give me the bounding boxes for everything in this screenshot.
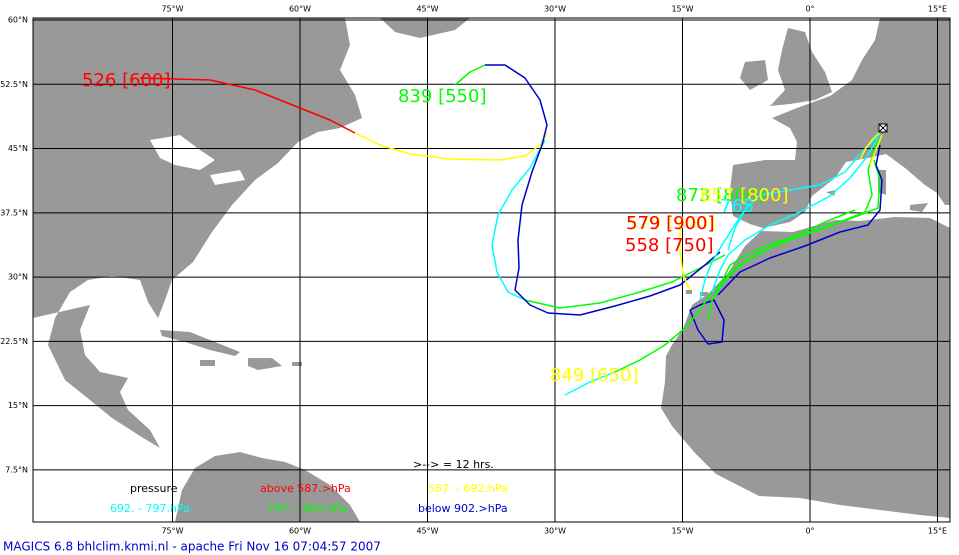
lon-tick-label: 0° [805,527,814,536]
trajectories [139,64,883,396]
legend-entry: 692. - 797.hPa [110,502,190,515]
trajectory-segment [711,139,879,301]
legend-entry: below 902.>hPa [418,502,508,515]
trajectory-label: 579 [900] [626,213,714,234]
trajectory-label: 765 [720,196,754,217]
lon-tick-label: 15°W [671,527,693,536]
lat-tick-label: 22.5°N [0,337,28,346]
trajectory-segment [564,371,616,396]
trajectory-segment [727,133,881,251]
lon-tick-label: 15°E [928,5,947,14]
lon-tick-label: 45°W [416,5,438,14]
trajectory-segment [485,64,721,316]
trajectory-segment [524,254,726,309]
legend: >--> = 12 hrs. pressure above 587.>hPa 5… [110,458,508,515]
trajectory-segment [711,137,879,293]
land [33,18,950,522]
trajectory-segment [354,131,549,161]
lat-tick-label: 45°N [8,144,28,153]
trajectory-segment [614,291,713,373]
lon-tick-label: 75°W [161,5,183,14]
lon-tick-label: 75°W [161,527,183,536]
map-frame [32,17,951,523]
trajectory-segment [679,225,691,291]
trajectory-segment [689,299,725,345]
trajectory-label: 849 [650] [550,365,638,386]
lat-tick-label: 15°N [8,401,28,410]
trajectory-segment [699,204,749,301]
trajectory-label: 558 [750] [625,235,713,256]
legend-interval: >--> = 12 hrs. [413,458,494,471]
lon-tick-label: 0° [805,5,814,14]
lon-tick-label: 30°W [544,527,566,536]
trajectory-segment [707,209,856,321]
trajectory-segment [859,131,883,166]
footer: MAGICS 6.8 bhlclim.knmi.nl - apache Fri … [3,540,381,554]
trajectory-labels: 526 [600] 839 [550] 873 [800] 857 [800] … [82,70,788,386]
lon-tick-label: 60°W [289,5,311,14]
trajectory-label: 873 [800] [676,185,764,206]
lat-tick-label: 7.5°N [5,465,28,474]
lat-tick-label: 52.5°N [0,80,28,89]
trajectory-label: 839 [550] [398,86,486,107]
legend-title: pressure [130,482,178,495]
lon-tick-label: 15°E [928,527,947,536]
trajectory-segment [139,77,356,134]
lat-tick-label: 37.5°N [0,208,28,217]
legend-entry: 797. - 902.hPa [267,502,347,515]
trajectory-label: 857 [800] [700,185,788,206]
trajectory-segment [717,144,883,296]
lat-tick-label: 30°N [8,273,28,282]
destination-marker [878,123,888,133]
legend-entry: above 587.>hPa [260,482,351,495]
lon-tick-label: 60°W [289,527,311,536]
trajectory-segment [715,159,881,291]
lat-tick-label: 60°N [8,16,28,25]
legend-entry: 587. - 692.hPa [428,482,508,495]
trajectory-label: 526 [600] [82,70,170,91]
lon-tick-label: 30°W [544,5,566,14]
trajectory-segment [454,64,486,86]
lon-tick-label: 15°W [671,5,693,14]
trajectory-segment [491,139,546,301]
trajectory-label: 579 [900] [627,213,715,234]
lon-tick-label: 45°W [416,527,438,536]
